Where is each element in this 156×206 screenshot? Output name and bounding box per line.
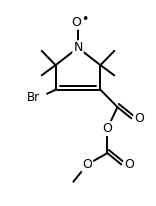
- Text: O: O: [124, 158, 134, 171]
- Text: O: O: [102, 122, 112, 135]
- Text: •: •: [81, 13, 89, 26]
- Text: Br: Br: [27, 91, 40, 104]
- Text: N: N: [73, 41, 83, 54]
- Text: O: O: [71, 16, 81, 29]
- Text: O: O: [134, 112, 144, 125]
- Text: O: O: [82, 158, 92, 171]
